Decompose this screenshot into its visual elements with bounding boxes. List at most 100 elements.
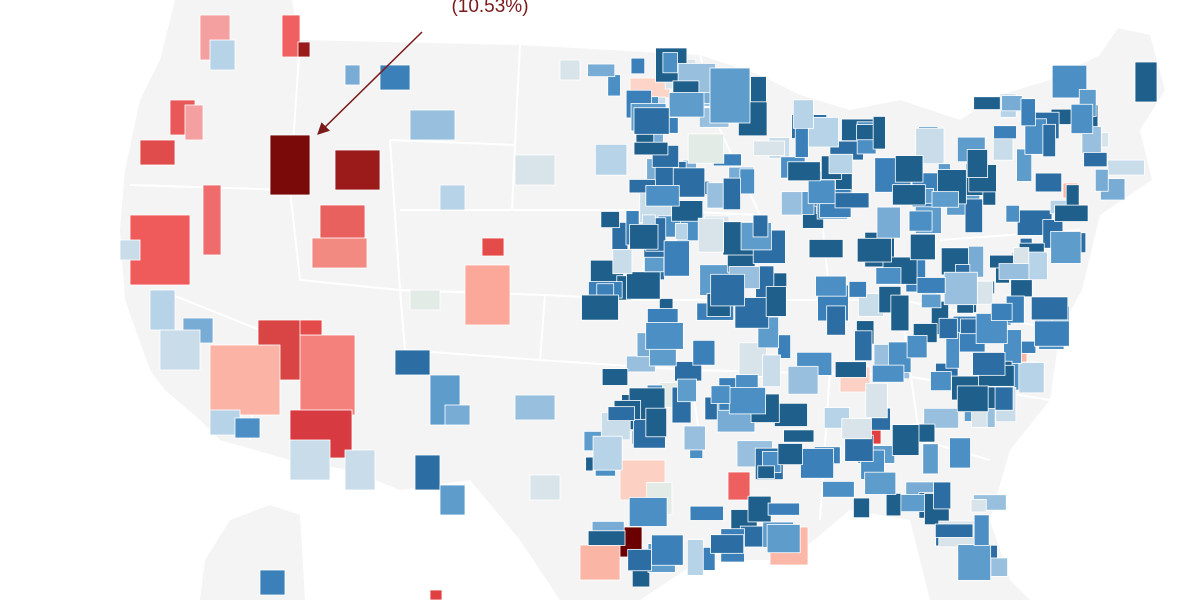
region — [209, 39, 236, 71]
region — [692, 339, 716, 366]
region — [631, 569, 651, 588]
region — [993, 125, 1017, 140]
region — [514, 154, 556, 186]
region — [299, 319, 323, 336]
region — [792, 99, 814, 129]
region — [1050, 231, 1082, 264]
region — [757, 465, 775, 479]
region — [269, 134, 311, 196]
region — [674, 222, 688, 240]
region — [844, 434, 874, 462]
region — [633, 141, 669, 156]
region — [202, 184, 222, 256]
region — [853, 497, 870, 519]
region — [990, 302, 1013, 321]
region — [822, 481, 855, 498]
region — [971, 410, 988, 428]
region — [644, 256, 665, 273]
region — [439, 184, 466, 211]
region — [645, 185, 680, 207]
region — [938, 317, 958, 339]
region — [1107, 159, 1145, 176]
region — [727, 471, 751, 501]
region — [514, 394, 556, 421]
alaska-outline — [200, 505, 305, 600]
region — [119, 239, 141, 261]
region — [964, 198, 983, 234]
region — [909, 233, 936, 261]
region — [409, 289, 441, 311]
region — [587, 530, 626, 546]
region — [710, 273, 745, 307]
region — [299, 334, 356, 416]
region — [344, 64, 361, 86]
region — [709, 67, 751, 124]
region — [601, 368, 629, 386]
region — [677, 378, 697, 403]
region — [828, 153, 854, 175]
region — [992, 137, 1014, 161]
region — [394, 349, 431, 376]
region — [594, 143, 628, 176]
region — [1001, 95, 1023, 112]
region — [906, 335, 928, 359]
region — [923, 407, 959, 429]
region — [645, 322, 684, 350]
region — [159, 329, 201, 371]
region — [931, 191, 959, 208]
region — [559, 59, 581, 81]
region — [429, 589, 443, 600]
region — [864, 471, 897, 495]
region — [916, 277, 946, 294]
region — [787, 161, 821, 182]
region — [943, 271, 978, 306]
region — [209, 344, 281, 416]
region — [414, 454, 441, 491]
region — [876, 206, 901, 239]
region — [697, 217, 724, 253]
regions — [119, 14, 1158, 600]
region — [894, 155, 924, 183]
region — [777, 443, 803, 466]
region — [649, 348, 677, 367]
region — [826, 305, 846, 336]
annotation-arrow — [317, 31, 423, 135]
region — [686, 539, 704, 576]
region — [1003, 329, 1022, 364]
region — [334, 149, 381, 191]
region — [800, 448, 835, 479]
region — [587, 63, 616, 78]
region — [808, 239, 844, 259]
region — [765, 286, 787, 317]
region — [630, 57, 646, 75]
region — [139, 139, 176, 166]
region — [297, 41, 311, 58]
region — [753, 140, 786, 156]
region — [973, 96, 1002, 110]
region — [647, 308, 679, 324]
region — [990, 557, 1008, 577]
region — [1018, 362, 1045, 394]
region — [891, 424, 920, 456]
region — [612, 248, 633, 275]
region — [933, 481, 952, 510]
region — [949, 437, 971, 469]
region — [794, 126, 809, 158]
region — [439, 484, 466, 516]
region — [766, 524, 801, 554]
region — [956, 385, 989, 413]
region — [607, 74, 621, 97]
region — [972, 352, 1006, 376]
region — [1005, 204, 1020, 223]
region — [787, 365, 819, 395]
region — [607, 406, 636, 422]
region — [767, 502, 800, 516]
region — [922, 443, 939, 475]
region — [892, 184, 926, 206]
region — [281, 14, 301, 58]
region — [311, 237, 368, 269]
region — [738, 342, 767, 377]
region — [1134, 61, 1158, 103]
